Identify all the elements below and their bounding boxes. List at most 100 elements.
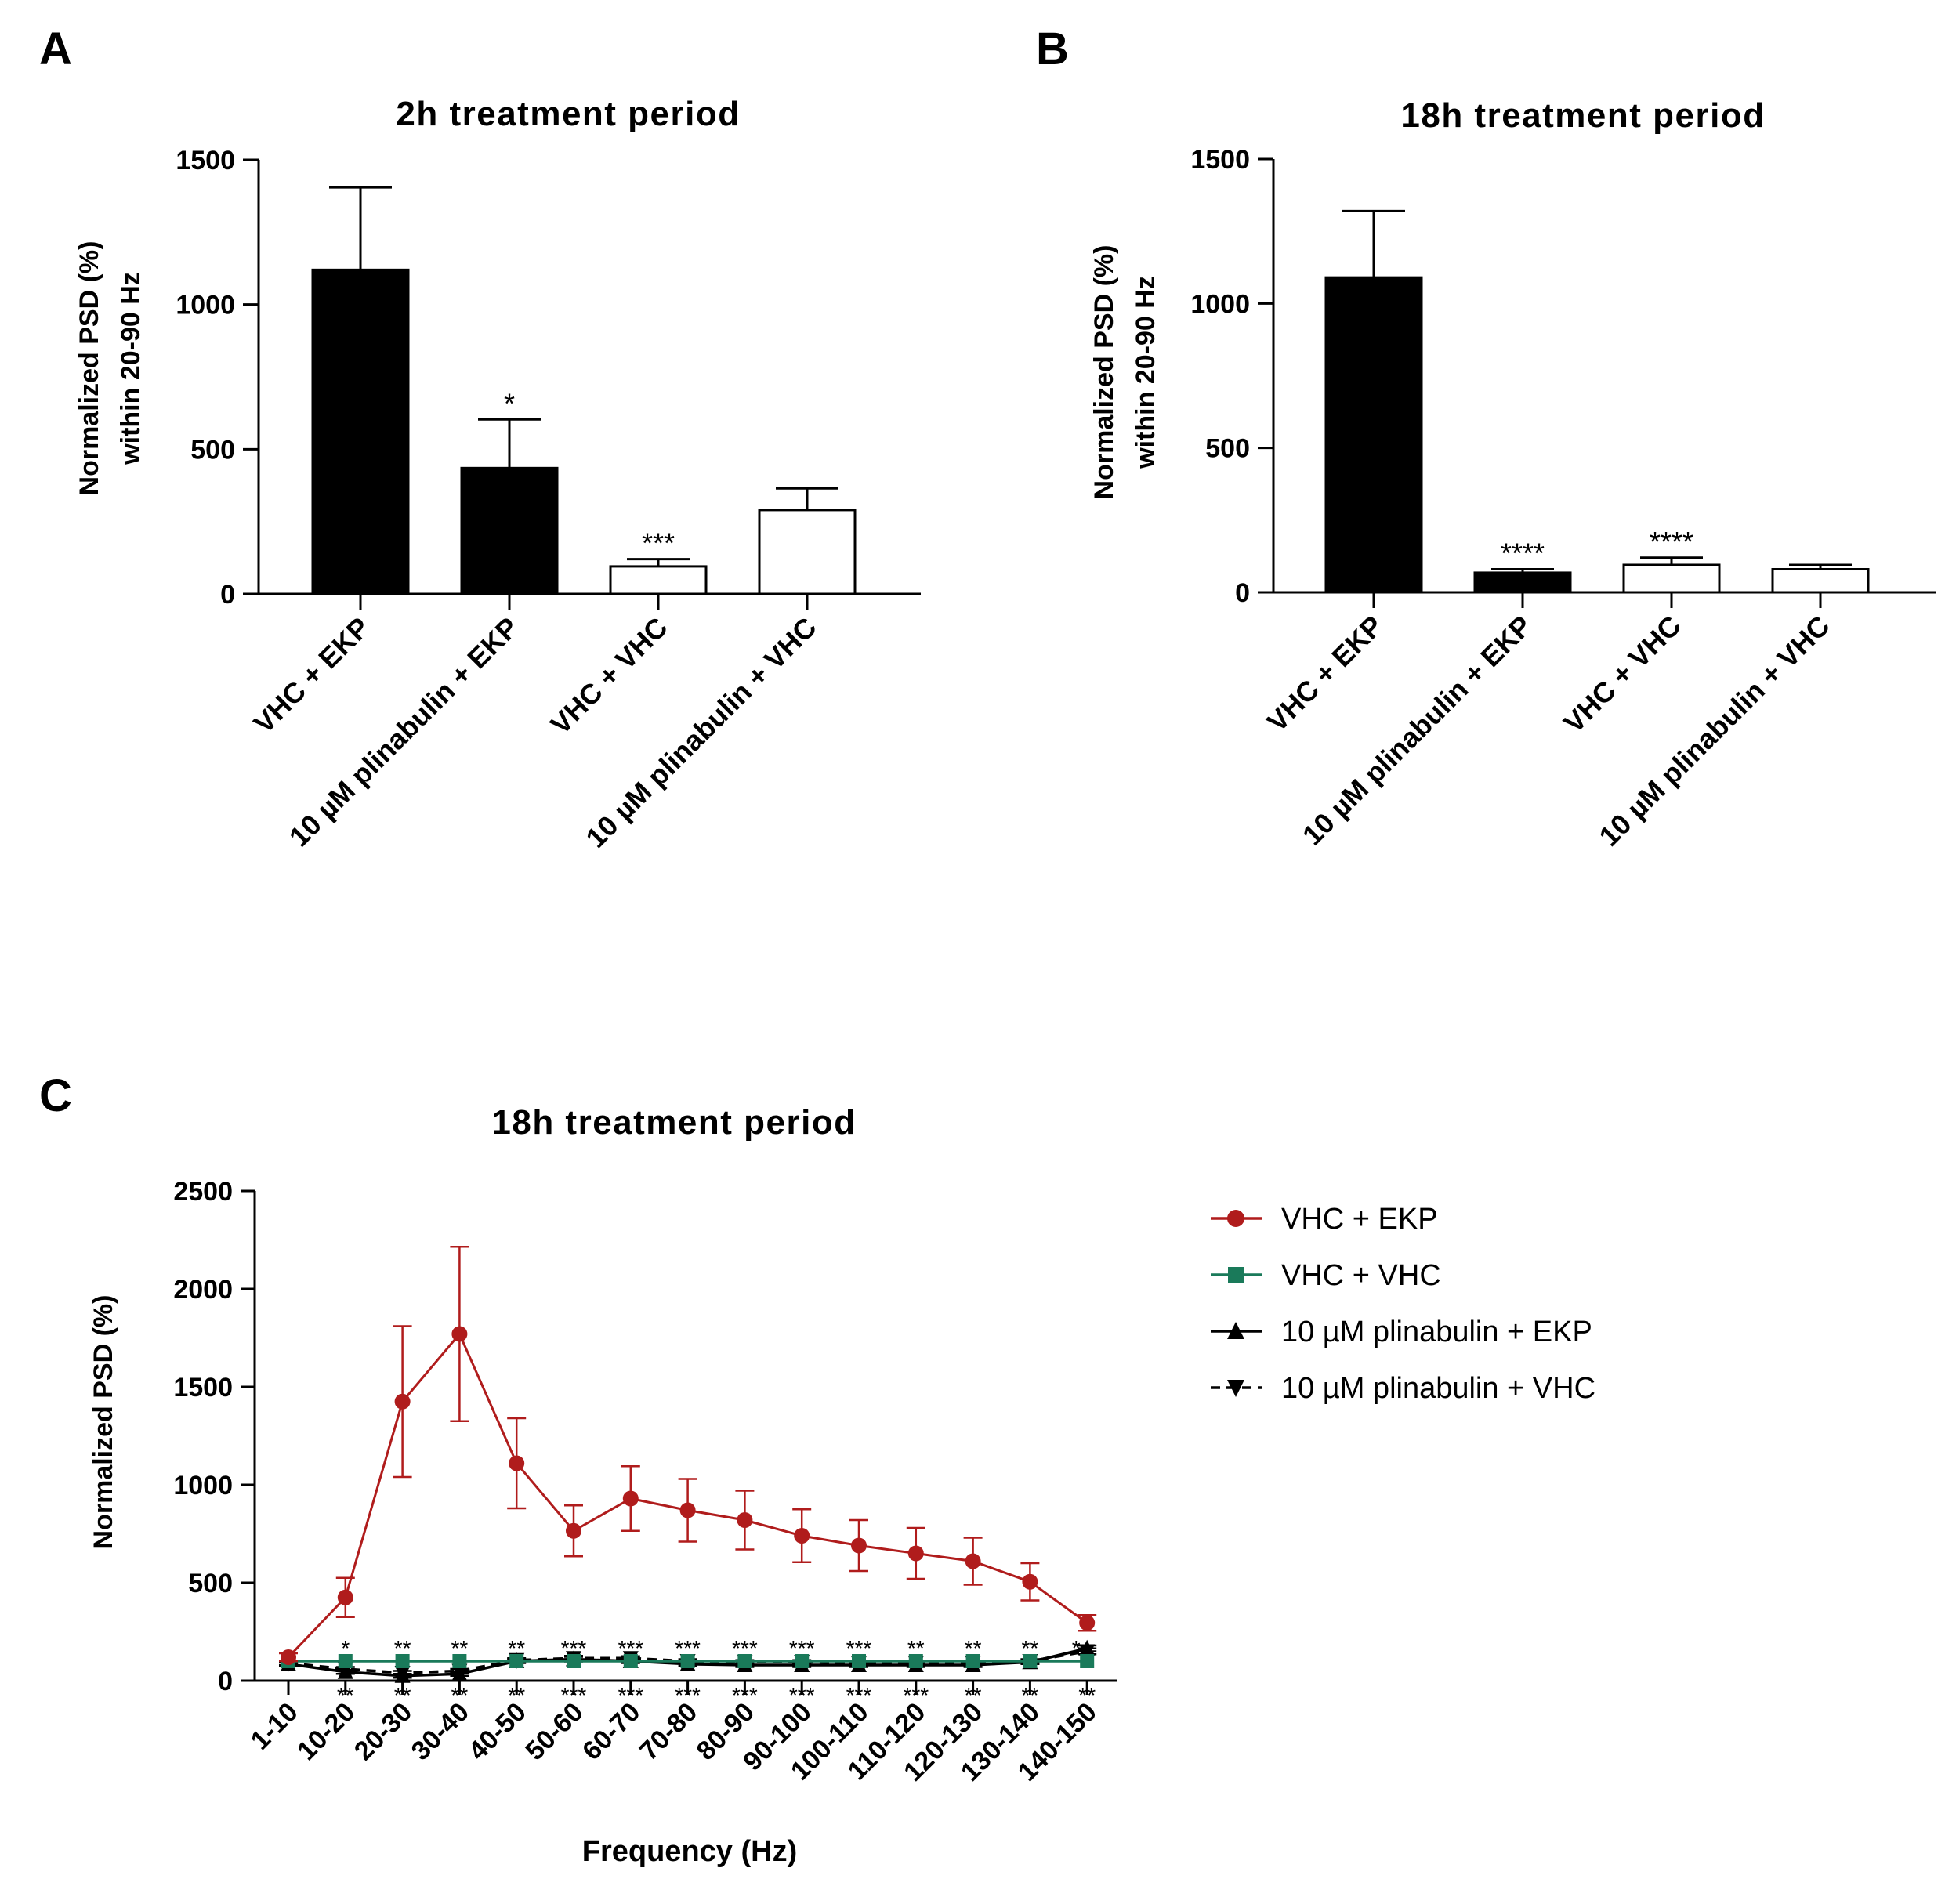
panel-c-series-2-point (1079, 1639, 1096, 1656)
panel-a-bar-chart: 2h treatment period Normalized PSD (%) w… (74, 95, 921, 854)
panel-b-y-tick-label: 1000 (1190, 289, 1250, 319)
panel-c-series-1-point (965, 1654, 980, 1668)
panel-b-category-label: VHC + EKP (1261, 610, 1389, 738)
panel-c-category-label: 40-50 (462, 1697, 531, 1766)
panel-c-significance-bottom: ** (1078, 1683, 1096, 1707)
panel-c-series-0-point (679, 1502, 696, 1518)
panel-c-series-0-point (622, 1490, 639, 1507)
panel-c-significance-top: ** (907, 1636, 925, 1660)
panel-c-significance-top: *** (618, 1636, 643, 1660)
panel-c-significance-top: ** (1022, 1636, 1039, 1660)
panel-c-y-label: Normalized PSD (%) (89, 1295, 118, 1550)
panel-c-y-tick-label: 2000 (173, 1275, 233, 1305)
panel-c-legend-label: 10 µM plinabulin + VHC (1281, 1372, 1595, 1405)
panel-c-series-1-point (737, 1654, 752, 1668)
panel-c-significance-bottom: *** (846, 1683, 872, 1707)
panel-c-series-1-point (908, 1654, 923, 1668)
panel-c-significance-top: *** (561, 1636, 587, 1660)
panel-a-letter: A (39, 24, 72, 74)
panel-c-significance-top: ** (508, 1636, 525, 1660)
panel-c-category-label: 70-80 (634, 1697, 703, 1766)
panel-c-significance-bottom: ** (1022, 1683, 1039, 1707)
panel-c-series-1-point (852, 1654, 866, 1668)
panel-c-series-1-point (338, 1654, 353, 1668)
panel-c-significance-top: ** (394, 1636, 411, 1660)
panel-c-line-chart: 18h treatment period Normalized PSD (%) … (89, 1103, 1595, 1868)
panel-c-series-1-point (1023, 1654, 1038, 1668)
panel-b-bar (1473, 571, 1572, 594)
panel-c-y-tick-label: 0 (218, 1667, 233, 1696)
panel-c-significance-bottom: *** (675, 1683, 701, 1707)
panel-c-significance-bottom: ** (451, 1683, 469, 1707)
panel-c-significance-top: * (341, 1636, 350, 1660)
panel-c-significance-top: *** (732, 1636, 758, 1660)
panel-b-significance: **** (1501, 538, 1545, 570)
panel-c-category-label: 10-20 (292, 1697, 360, 1766)
panel-c-significance-bottom: *** (618, 1683, 643, 1707)
panel-a-y-label-line1: Normalized PSD (%) (74, 241, 104, 496)
panel-a-y-tick-label: 500 (190, 435, 235, 465)
panel-c-x-label: Frequency (Hz) (582, 1835, 797, 1868)
panel-c-legend-label: VHC + EKP (1281, 1203, 1438, 1236)
panel-c-legend: VHC + EKP VHC + VHC 10 µM plinabulin + EKP… (1211, 1203, 1595, 1405)
panel-a-y-tick-label: 0 (220, 580, 235, 610)
panel-b-bar (1771, 568, 1870, 594)
panel-c-significance-top: * (1072, 1636, 1081, 1660)
panel-c-series-1-point (452, 1654, 467, 1668)
panel-c-significance-bottom: *** (561, 1683, 587, 1707)
panel-b-y-label-line2: within 20-90 Hz (1131, 276, 1161, 469)
panel-c-legend-label: VHC + VHC (1281, 1259, 1441, 1292)
panel-c-series-1-point (567, 1654, 581, 1668)
panel-c-significance-top: ** (451, 1636, 469, 1660)
panel-b-y-tick-label: 0 (1235, 578, 1250, 608)
panel-c-series-0-point (394, 1393, 411, 1410)
panel-c-significance-bottom: ** (508, 1683, 525, 1707)
panel-b-y-label-line1: Normalized PSD (%) (1089, 245, 1119, 500)
panel-b-significance: **** (1650, 526, 1693, 558)
panel-b-y-tick-label: 1500 (1190, 145, 1250, 175)
panel-c-legend-label: 10 µM plinabulin + EKP (1281, 1316, 1592, 1348)
panel-c-series-0-point (851, 1537, 867, 1554)
panel-c-series-1-point (623, 1654, 638, 1668)
panel-c-significance-top: *** (675, 1636, 701, 1660)
panel-c-y-tick-label: 1000 (173, 1471, 233, 1500)
panel-c-series-0-point (1022, 1573, 1038, 1590)
panel-c-series-0-point (737, 1512, 753, 1528)
panel-b-y-tick-label: 500 (1205, 434, 1250, 464)
panel-c-series-0-point (965, 1553, 981, 1569)
panel-c-series-0-point (281, 1649, 296, 1665)
panel-b-bar (1622, 563, 1721, 594)
panel-c-series-1-point (509, 1654, 524, 1668)
panel-c-significance-bottom: *** (789, 1683, 815, 1707)
panel-c-series-1-point (795, 1654, 810, 1668)
panel-a-bar (460, 466, 559, 595)
panel-c-series-0-point (337, 1589, 353, 1605)
panel-b-category-label: VHC + VHC (1557, 610, 1686, 739)
panel-a-y-tick-label: 1500 (176, 146, 235, 176)
panel-c-letter: C (39, 1070, 72, 1121)
panel-c-series-2-point (337, 1663, 353, 1679)
panel-c-y-tick-label: 500 (188, 1569, 233, 1598)
panel-c-series-1-point (1080, 1654, 1095, 1668)
panel-c-series-0-point (907, 1545, 924, 1562)
panel-a-bar (758, 509, 857, 595)
panel-a-category-label: VHC + EKP (248, 611, 376, 740)
panel-c-series-0-point (1079, 1615, 1096, 1631)
panel-b-letter: B (1036, 24, 1069, 74)
panel-c-significance-top: ** (965, 1636, 982, 1660)
panel-c-series-2-point (394, 1667, 411, 1683)
panel-c-legend-marker (1227, 1322, 1244, 1339)
panel-c-significance-bottom: ** (394, 1683, 411, 1707)
panel-c-series-2-point (451, 1665, 468, 1681)
panel-c-y-tick-label: 2500 (173, 1177, 233, 1207)
panel-b-bar (1324, 276, 1423, 594)
panel-c-significance-bottom: *** (903, 1683, 929, 1707)
panel-b-bar-chart: 18h treatment period Normalized PSD (%) … (1089, 96, 1936, 852)
panel-c-category-label: 50-60 (520, 1697, 589, 1766)
panel-c-series-0-point (509, 1455, 525, 1471)
panel-c-series-0-point (566, 1522, 581, 1539)
panel-a-category-label: VHC + VHC (544, 611, 673, 740)
panel-c-series-1-point (680, 1654, 695, 1668)
panel-c-category-label: 60-70 (577, 1697, 646, 1766)
